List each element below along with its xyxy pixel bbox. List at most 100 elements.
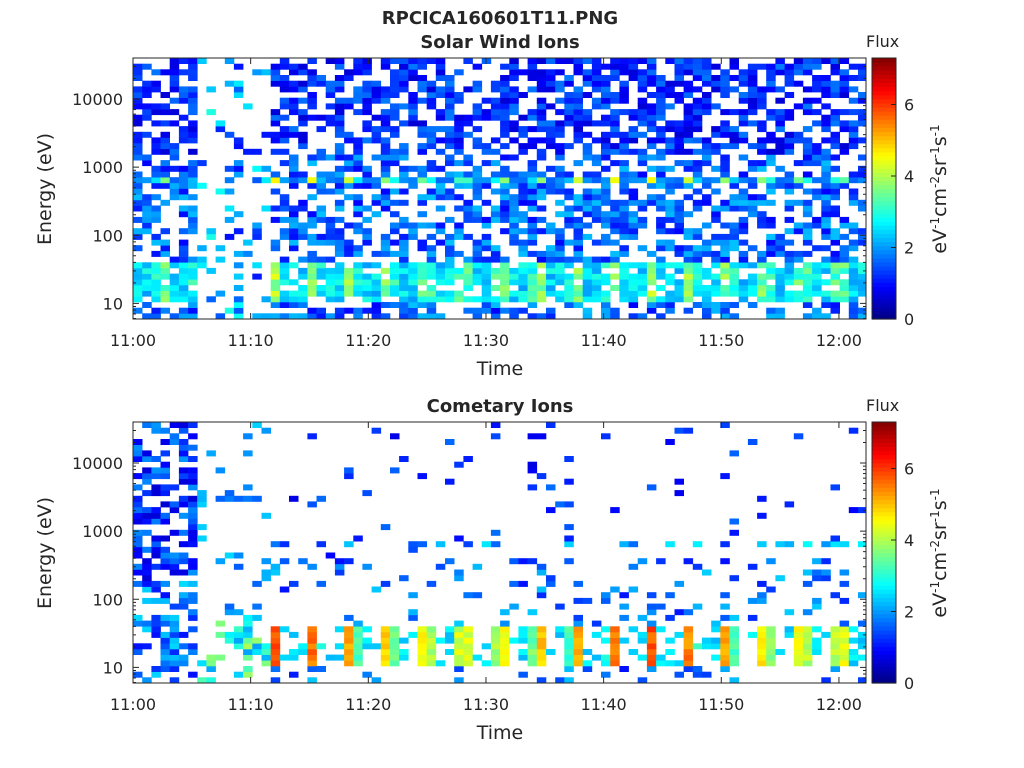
heatmap-cell: [133, 541, 143, 548]
heatmap-cell: [316, 290, 326, 297]
heatmap-cell: [821, 267, 831, 274]
heatmap-cell: [279, 233, 290, 240]
heatmap-cell: [720, 109, 730, 116]
heatmap-cell: [656, 302, 666, 308]
heatmap-cell: [757, 290, 767, 297]
heatmap-cell: [463, 171, 473, 178]
heatmap-cell: [298, 80, 308, 87]
heatmap-cell: [619, 222, 629, 229]
heatmap-cell: [720, 131, 730, 138]
heatmap-cell: [316, 126, 326, 133]
heatmap-cell: [665, 205, 675, 212]
heatmap-cell: [399, 637, 409, 644]
heatmap-cell: [178, 97, 189, 104]
heatmap-cell: [555, 228, 565, 235]
heatmap-cell: [692, 188, 703, 195]
heatmap-cell: [747, 63, 758, 70]
heatmap-cell: [481, 262, 492, 269]
heatmap-cell: [390, 654, 400, 661]
heatmap-cell: [142, 626, 152, 633]
heatmap-cell: [380, 160, 391, 167]
heatmap-cell: [591, 620, 602, 627]
heatmap-cell: [683, 631, 694, 638]
heatmap-cell: [674, 137, 684, 144]
heatmap-cell: [656, 199, 666, 206]
heatmap-cell: [307, 103, 317, 110]
heatmap-cell: [206, 666, 216, 672]
heatmap-cell: [160, 290, 170, 297]
heatmap-cell: [582, 143, 593, 150]
heatmap-cell: [757, 285, 767, 291]
heatmap-cell: [858, 285, 867, 291]
heatmap-cell: [371, 427, 382, 434]
heatmap-cell: [500, 290, 510, 297]
heatmap-cell: [839, 654, 850, 661]
heatmap-cell: [307, 626, 317, 633]
heatmap-cell: [793, 177, 804, 184]
heatmap-cell: [591, 63, 602, 70]
heatmap-cell: [426, 160, 437, 167]
heatmap-cell: [518, 114, 528, 121]
heatmap-cell: [555, 273, 565, 280]
heatmap-cell: [702, 177, 712, 184]
heatmap-cell: [270, 285, 281, 291]
colorbar-segment: [872, 131, 896, 137]
colorbar-segment: [872, 511, 896, 517]
heatmap-cell: [601, 177, 611, 184]
heatmap-cell: [151, 182, 161, 189]
heatmap-cell: [325, 279, 336, 286]
heatmap-cell: [454, 637, 464, 644]
heatmap-cell: [371, 250, 382, 257]
heatmap-cell: [270, 541, 281, 548]
colorbar-segment: [872, 466, 896, 472]
heatmap-cell: [371, 290, 382, 297]
heatmap-cell: [784, 631, 795, 638]
heatmap-cell: [380, 279, 391, 286]
heatmap-cell: [252, 262, 262, 269]
heatmap-cell: [573, 114, 583, 121]
heatmap-cell: [188, 279, 198, 286]
heatmap-cell: [188, 131, 198, 138]
heatmap-cell: [674, 120, 684, 127]
heatmap-cell: [233, 296, 244, 303]
heatmap-cell: [830, 592, 840, 599]
heatmap-cell: [490, 211, 501, 218]
heatmap-cell: [490, 296, 501, 303]
heatmap-cell: [536, 80, 547, 87]
heatmap-cell: [353, 654, 363, 661]
heatmap-cell: [637, 205, 648, 212]
heatmap-cell: [601, 222, 611, 229]
heatmap-cell: [399, 86, 409, 93]
heatmap-cell: [307, 660, 317, 667]
heatmap-cell: [683, 649, 694, 655]
heatmap-cell: [564, 285, 574, 291]
heatmap-cell: [738, 256, 749, 263]
heatmap-cell: [555, 239, 565, 246]
heatmap-cell: [802, 637, 813, 644]
heatmap-cell: [435, 239, 446, 246]
colorbar-segment: [872, 519, 896, 525]
heatmap-cell: [380, 86, 391, 93]
heatmap-cell: [426, 273, 437, 280]
heatmap-cell: [178, 262, 189, 269]
heatmap-cell: [738, 205, 749, 212]
heatmap-cell: [646, 267, 657, 274]
heatmap-cell: [729, 233, 739, 240]
heatmap-cell: [665, 279, 675, 286]
heatmap-cell: [628, 313, 639, 320]
heatmap-cell: [169, 614, 180, 621]
heatmap-cell: [812, 154, 822, 161]
heatmap-cell: [490, 171, 501, 178]
heatmap-cell: [821, 541, 831, 548]
colorbar-frame: [871, 57, 897, 320]
heatmap-cell: [546, 120, 556, 127]
heatmap-cell: [353, 58, 363, 64]
heatmap-cell: [646, 92, 657, 98]
heatmap-cell: [793, 267, 804, 274]
heatmap-cell: [160, 182, 170, 189]
heatmap-cell: [839, 86, 850, 93]
heatmap-cell: [178, 643, 189, 650]
heatmap-cell: [325, 267, 336, 274]
heatmap-cell: [344, 165, 354, 172]
